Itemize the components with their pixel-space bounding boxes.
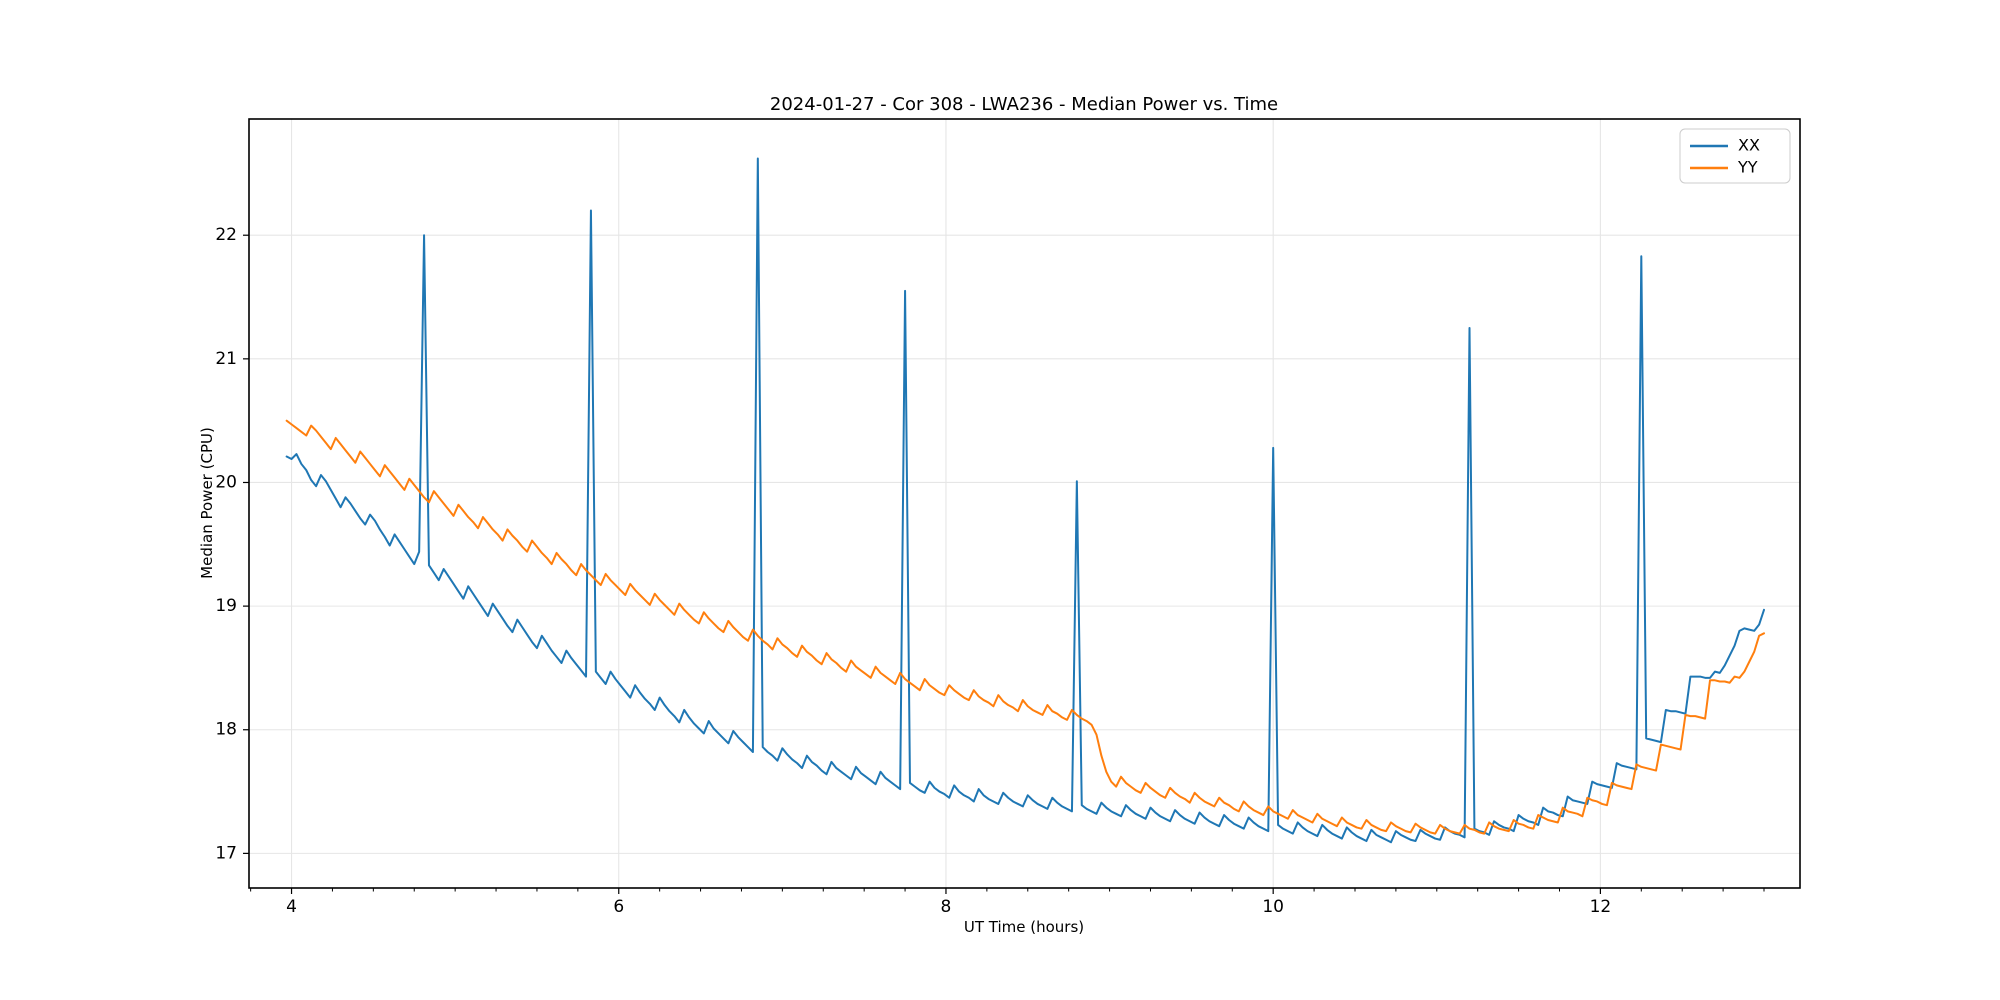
legend-label-yy: YY [1737, 158, 1758, 177]
legend-box [1679, 128, 1791, 184]
plot-frame [248, 118, 1801, 889]
grid-lines [249, 119, 1800, 888]
series-line-xx [285, 157, 1766, 844]
axis-tick-labels: 17 18 19 20 21 22 4 6 8 10 12 [215, 225, 1611, 917]
y-tick-label: 22 [215, 225, 237, 245]
series-lines [285, 157, 1766, 844]
x-tick-label: 6 [613, 897, 624, 917]
chart-title: 2024-01-27 - Cor 308 - LWA236 - Median P… [770, 94, 1278, 115]
y-tick-label: 20 [215, 472, 237, 492]
x-axis-title: UT Time (hours) [964, 918, 1084, 936]
y-tick-label: 21 [215, 349, 237, 369]
x-tick-label: 8 [941, 897, 952, 917]
chart-legend[interactable]: XX YY [1679, 128, 1791, 184]
x-tick-label: 12 [1590, 897, 1612, 917]
axes-frame [248, 118, 1801, 889]
axis-ticks [243, 234, 1765, 894]
x-tick-label: 4 [286, 897, 297, 917]
y-axis-title: Median Power (CPU) [198, 427, 216, 579]
x-tick-label: 10 [1262, 897, 1284, 917]
series-line-yy [285, 419, 1766, 835]
y-tick-label: 19 [215, 596, 237, 616]
y-tick-label: 18 [215, 720, 237, 740]
legend-label-xx: XX [1738, 136, 1760, 155]
y-tick-label: 17 [215, 843, 237, 863]
